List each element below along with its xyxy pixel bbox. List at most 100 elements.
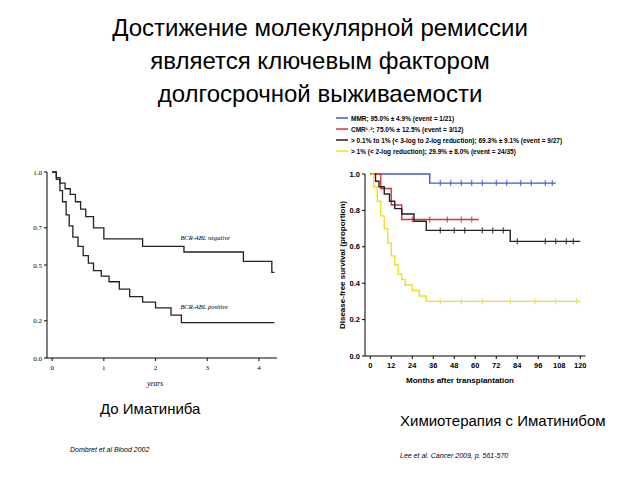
censor-mark: [471, 217, 472, 223]
survival-curve: [52, 172, 274, 272]
y-tick: [362, 246, 365, 247]
censor-mark: [555, 238, 556, 244]
chart-caption: Химиотерапия с Иматинибом: [400, 412, 606, 429]
x-tick: [475, 356, 476, 359]
x-tick-label: 108: [553, 361, 566, 370]
censor-mark: [492, 227, 493, 233]
censor-mark: [482, 180, 483, 186]
chart: 0.00.20.50.71.001234yearsBCR-ABL negativ…: [33, 169, 277, 454]
x-tick: [454, 356, 455, 359]
x-tick-label: 0: [368, 361, 372, 370]
legend-label: CMR¹˒²; 75.0% ± 12.5% (event = 3/12): [351, 126, 463, 134]
chart-source: Dombret et al Blood 2002: [70, 446, 149, 453]
x-tick: [538, 356, 539, 359]
censor-mark: [503, 227, 504, 233]
x-tick-label: 72: [492, 361, 500, 370]
y-tick-label: 0.0: [33, 355, 42, 363]
survival-curve: [52, 172, 274, 323]
x-tick: [370, 356, 371, 359]
legend-swatch: [336, 128, 348, 130]
survival-curve: [370, 174, 556, 183]
x-tick: [258, 358, 259, 361]
censor-mark: [531, 180, 532, 186]
series-label: BCR-ABL negative: [180, 234, 230, 241]
y-tick-label: 0.2: [350, 315, 360, 324]
censor-mark: [450, 180, 451, 186]
censor-mark: [482, 298, 483, 304]
x-tick: [433, 356, 434, 359]
x-tick-label: 48: [450, 361, 458, 370]
y-axis-label: Disease-free survival (proportion): [338, 201, 347, 329]
y-tick-label: 0.6: [350, 242, 360, 251]
x-tick-label: 120: [574, 361, 587, 370]
x-tick-label: 1: [102, 364, 106, 372]
censor-mark: [461, 180, 462, 186]
chart: 0.0 0.2 0.4 0.6 0.8 1.0 0 12 24 36 48 60 72 84 96 108 12…: [336, 115, 606, 461]
censor-mark: [440, 227, 441, 233]
censor-mark: [429, 217, 430, 223]
x-axis-label: years: [146, 379, 163, 388]
censor-mark: [552, 180, 553, 186]
x-tick-label: 3: [205, 364, 209, 372]
slide: Достижение молекулярной ремиссии является…: [0, 0, 640, 480]
y-tick: [362, 319, 365, 320]
censor-mark: [520, 180, 521, 186]
plot-area: [370, 174, 580, 304]
censor-mark: [440, 180, 441, 186]
y-tick: [44, 320, 47, 321]
x-tick: [155, 358, 156, 361]
x-tick-label: 96: [534, 361, 542, 370]
x-tick-label: 12: [387, 361, 395, 370]
x-tick-label: 60: [471, 361, 479, 370]
slide-title: Достижение молекулярной ремиссии: [112, 14, 528, 41]
y-tick-label: 0.0: [350, 352, 360, 361]
censor-mark: [573, 238, 574, 244]
slide-title: является ключевым фактором: [150, 47, 490, 74]
censor-mark: [555, 298, 556, 304]
series-label: BCR-ABL positive: [180, 303, 228, 310]
y-tick: [44, 227, 47, 228]
y-tick-label: 0.7: [33, 224, 42, 232]
censor-mark: [454, 227, 455, 233]
censor-mark: [464, 227, 465, 233]
survival-curve: [370, 174, 580, 241]
x-tick: [559, 356, 560, 359]
y-tick: [362, 210, 365, 211]
censor-mark: [440, 298, 441, 304]
censor-mark: [496, 180, 497, 186]
slide-title: долгосрочной выживаемости: [158, 80, 483, 107]
y-tick-label: 1.0: [350, 170, 360, 179]
legend-label: > 1% (< 2-log reduction); 29.9% ± 8.0% (…: [351, 148, 516, 156]
x-tick-label: 84: [513, 361, 522, 370]
censor-mark: [506, 180, 507, 186]
y-tick-label: 0.4: [350, 279, 361, 288]
chart-caption: До Иматиниба: [100, 400, 201, 417]
legend-swatch: [336, 150, 348, 152]
y-tick: [44, 358, 47, 359]
x-tick-label: 36: [429, 361, 437, 370]
y-tick-label: 0.8: [350, 206, 360, 215]
plot-area: [52, 172, 274, 323]
censor-mark: [534, 298, 535, 304]
x-tick: [580, 356, 581, 359]
x-tick: [103, 358, 104, 361]
x-tick-label: 24: [408, 361, 417, 370]
censor-mark: [545, 238, 546, 244]
y-tick: [362, 174, 365, 175]
y-tick: [44, 172, 47, 173]
x-tick-label: 0: [50, 364, 54, 372]
x-tick-label: 2: [154, 364, 158, 372]
y-tick: [362, 283, 365, 284]
x-axis: [47, 358, 277, 359]
censor-mark: [566, 238, 567, 244]
x-tick: [52, 358, 53, 361]
censor-mark: [447, 217, 448, 223]
x-tick: [517, 356, 518, 359]
censor-mark: [545, 180, 546, 186]
x-tick-label: 4: [257, 364, 261, 372]
y-axis: [365, 174, 366, 356]
x-axis-label: Months after transplantation: [406, 376, 514, 385]
censor-mark: [412, 217, 413, 223]
y-tick-label: 0.5: [33, 262, 42, 270]
censor-mark: [517, 238, 518, 244]
